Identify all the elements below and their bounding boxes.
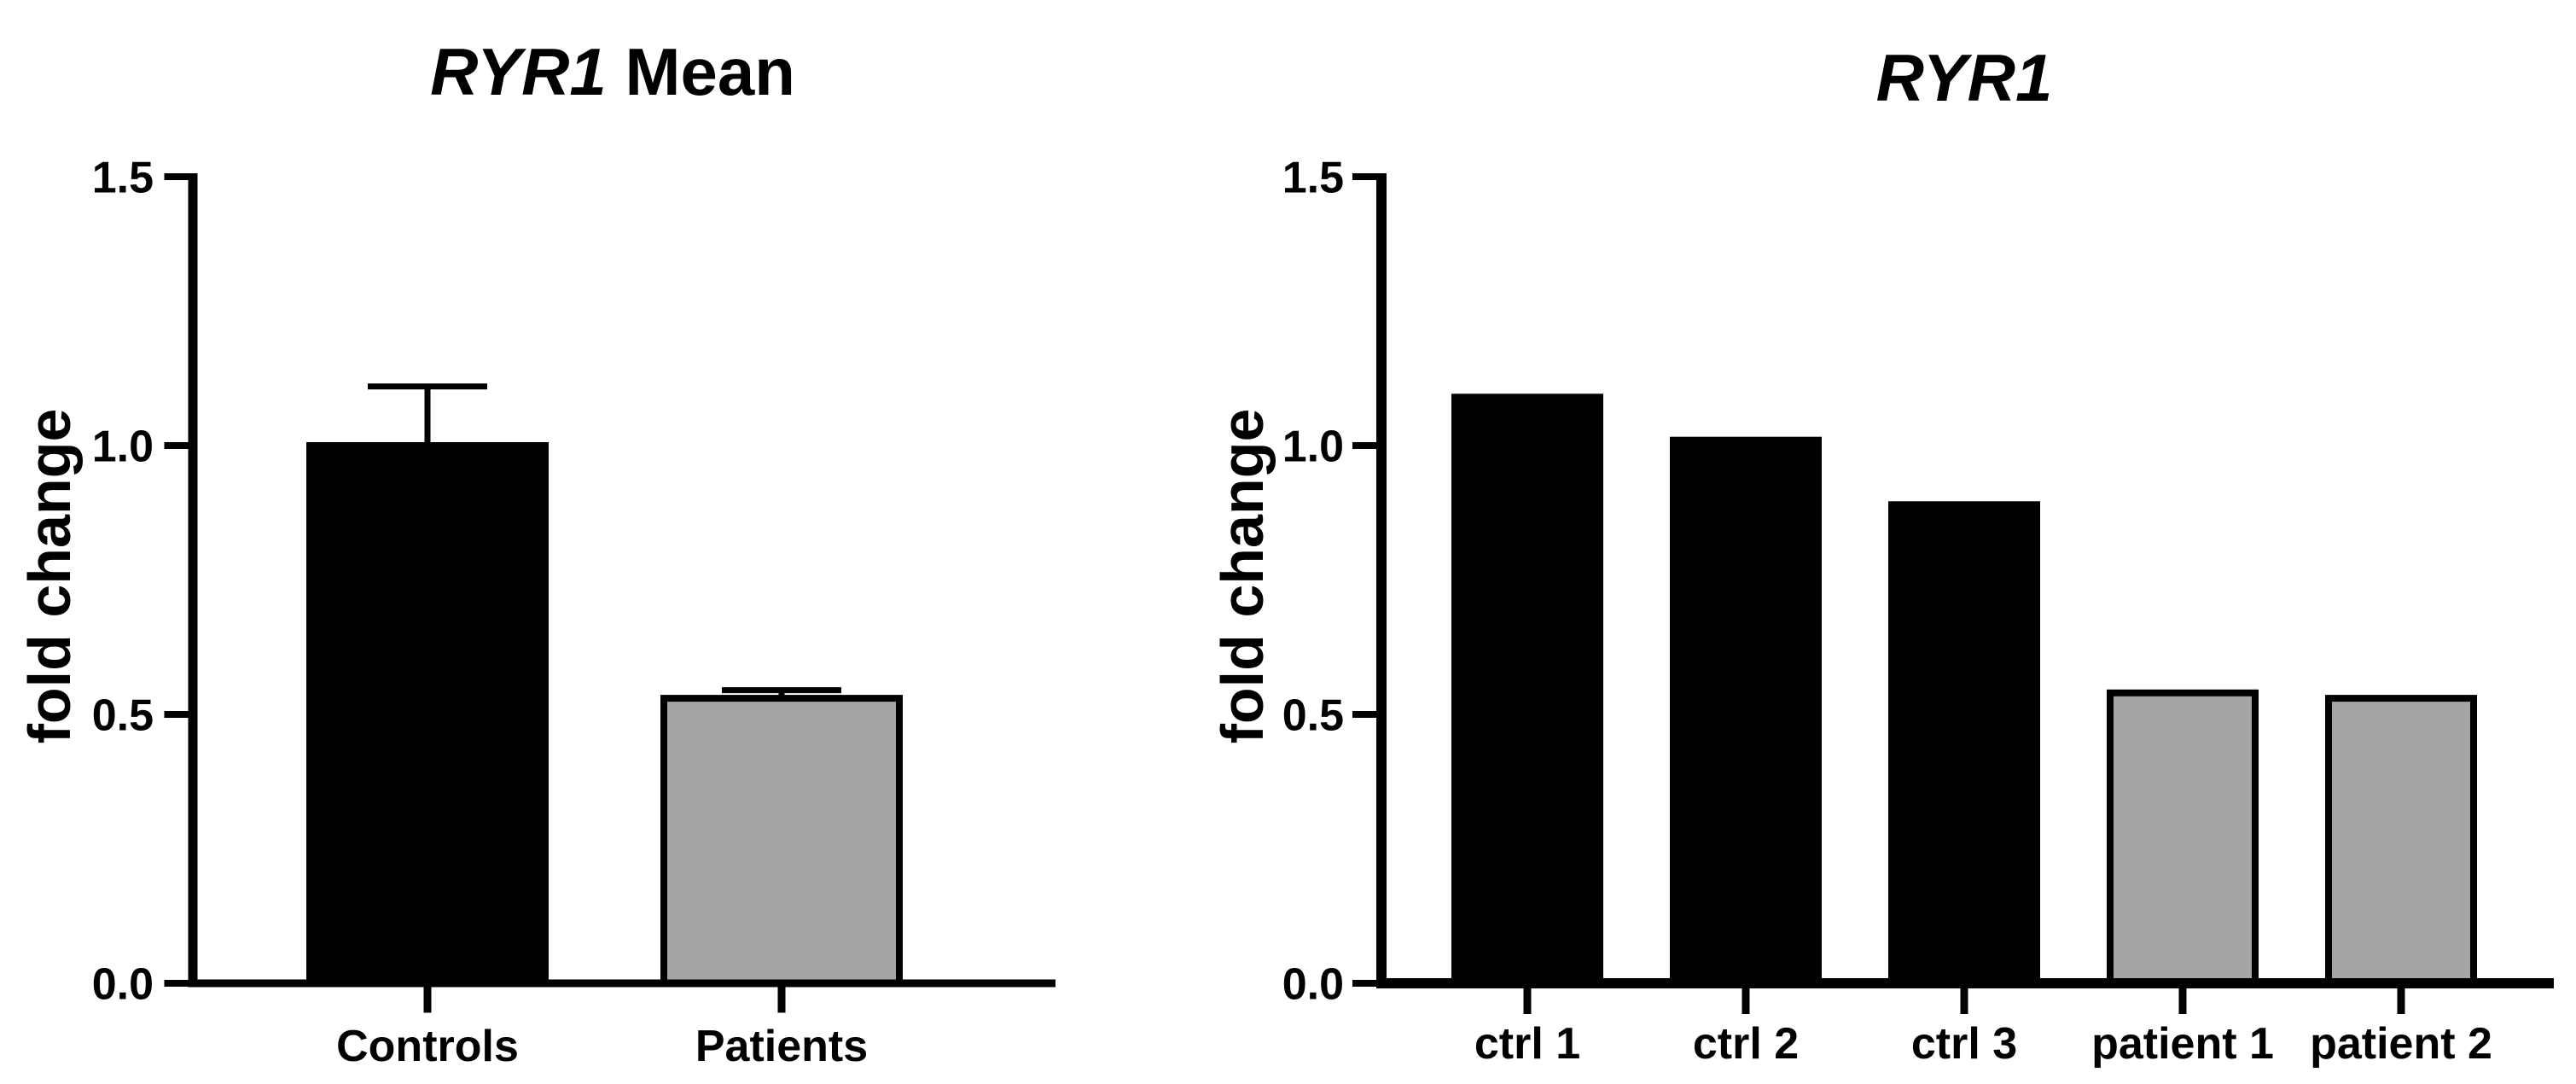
category-label-patient-1: patient 1 xyxy=(2091,1019,2274,1069)
y-tick-label-1.5: 1.5 xyxy=(1282,154,1344,203)
y-tick-label-1.5: 1.5 xyxy=(92,154,154,203)
y-tick-label-0.0: 0.0 xyxy=(92,960,154,1010)
bar-controls xyxy=(306,442,549,987)
error-bar-controls xyxy=(368,383,487,446)
y-tick-label-0.5: 0.5 xyxy=(92,691,154,741)
bar-patient-1 xyxy=(2107,689,2259,987)
x-axis-line xyxy=(1376,978,2554,988)
bar-ctrl-3 xyxy=(1888,501,2040,987)
category-label-ctrl-3: ctrl 3 xyxy=(1911,1019,2017,1069)
y-axis-line xyxy=(1376,173,1387,983)
y-tick-label-0.5: 0.5 xyxy=(1282,691,1344,741)
gene-name-italic: RYR1 xyxy=(1875,40,2053,115)
y-tick-label-1.0: 1.0 xyxy=(1282,423,1344,472)
y-axis-label-left: fold change xyxy=(16,408,83,744)
y-tick-label-1.0: 1.0 xyxy=(92,423,154,472)
chart-left-plot: 0.0 0.5 1.0 1.5 Controls Patients xyxy=(92,154,1055,1071)
y-axis-label-right: fold change xyxy=(1209,408,1276,744)
category-label-ctrl-2: ctrl 2 xyxy=(1693,1019,1799,1069)
bar-patients xyxy=(660,695,903,987)
title-suffix: Mean xyxy=(606,34,795,109)
y-axis-line xyxy=(188,173,198,983)
chart-title-left: RYR1 Mean xyxy=(430,38,795,105)
chart-title-right: RYR1 xyxy=(1876,44,2053,111)
error-bar-patients xyxy=(722,687,841,699)
category-label-patients: Patients xyxy=(695,1022,868,1071)
gene-name-italic: RYR1 xyxy=(430,34,607,109)
y-tick-label-0.0: 0.0 xyxy=(1282,960,1344,1010)
category-label-controls: Controls xyxy=(336,1022,519,1071)
chart-right-plot: 0.0 0.5 1.0 1.5 ctrl 1 ctrl 2 ctrl 3 patient 1 p… xyxy=(1282,154,2554,1069)
bar-patient-2 xyxy=(2325,695,2477,987)
bar-ctrl-1 xyxy=(1451,393,1603,987)
category-label-patient-2: patient 2 xyxy=(2310,1019,2492,1069)
x-axis-line xyxy=(188,979,1055,988)
bar-ctrl-2 xyxy=(1670,436,1822,987)
category-label-ctrl-1: ctrl 1 xyxy=(1474,1019,1580,1069)
